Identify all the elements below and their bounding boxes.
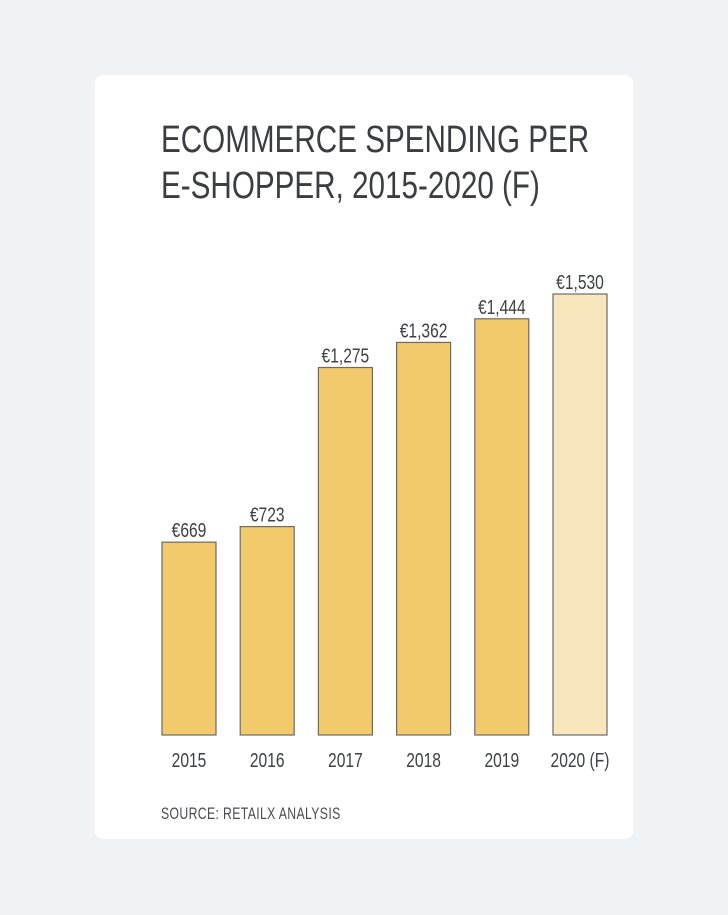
- bar-chart: €669 2015 €723 2016 €1,275 2017 €1,362 2018 €1,4…: [161, 271, 610, 771]
- chart-card: ECOMMERCE SPENDING PER E-SHOPPER, 2015-2…: [95, 75, 633, 839]
- value-label: €1,444: [478, 296, 526, 318]
- x-tick-label: 2015: [172, 749, 207, 771]
- x-tick-label: 2019: [484, 749, 519, 771]
- source-note: SOURCE: RETAILX ANALYSIS: [161, 804, 341, 823]
- bar-2016: [239, 526, 295, 736]
- x-tick-label: 2017: [328, 749, 363, 771]
- bar-2019: [474, 318, 530, 736]
- x-tick-label: 2020 (F): [551, 749, 610, 771]
- bar-2018: [396, 341, 452, 736]
- bar-2017: [317, 366, 373, 736]
- chart-title-line-2: E-SHOPPER, 2015-2020 (F): [161, 165, 540, 207]
- bar-2020-f: [552, 293, 608, 736]
- x-tick-label: 2018: [406, 749, 441, 771]
- x-tick-label: 2016: [250, 749, 285, 771]
- value-label: €723: [250, 504, 285, 526]
- bar-2015: [161, 541, 217, 736]
- value-label: €1,275: [322, 345, 370, 367]
- value-label: €1,362: [400, 320, 448, 342]
- value-label: €669: [172, 519, 207, 541]
- value-label: €1,530: [556, 271, 604, 293]
